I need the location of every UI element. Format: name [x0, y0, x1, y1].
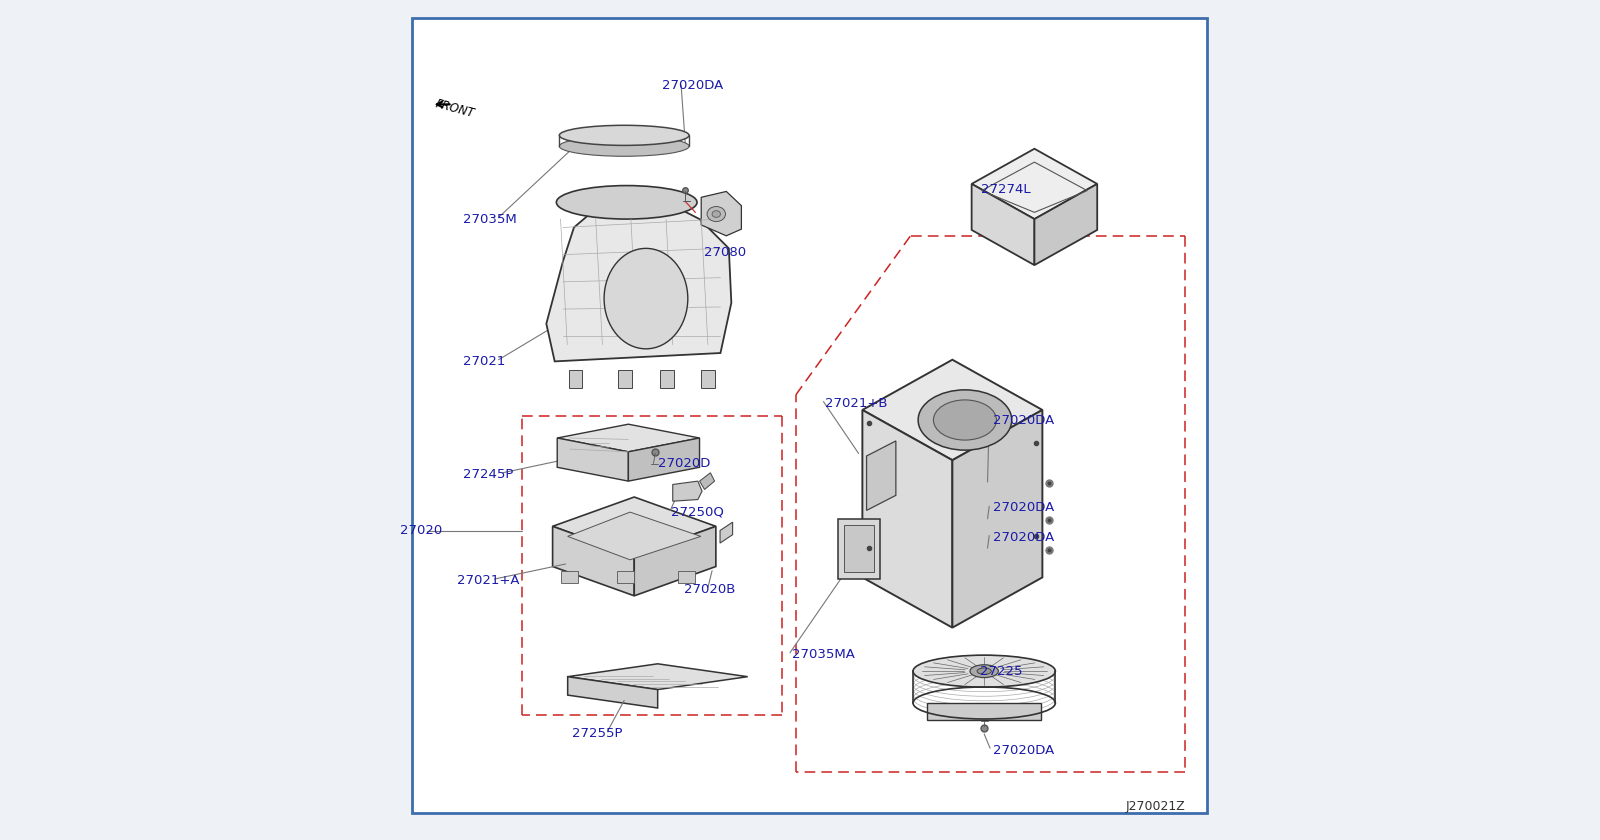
Ellipse shape: [557, 186, 698, 219]
Text: 27021: 27021: [464, 354, 506, 368]
Polygon shape: [971, 184, 1035, 265]
Polygon shape: [568, 677, 658, 708]
Polygon shape: [568, 512, 701, 559]
Text: FRONT: FRONT: [434, 97, 477, 120]
Polygon shape: [862, 410, 952, 627]
Text: 27020DA: 27020DA: [992, 531, 1054, 543]
FancyBboxPatch shape: [411, 18, 1206, 813]
Polygon shape: [629, 438, 699, 481]
Polygon shape: [1035, 184, 1098, 265]
Text: 27020DA: 27020DA: [992, 744, 1054, 757]
Text: 27020DA: 27020DA: [992, 413, 1054, 427]
Text: 27021+B: 27021+B: [826, 396, 888, 410]
Polygon shape: [661, 370, 674, 388]
Polygon shape: [928, 703, 1042, 720]
Ellipse shape: [707, 207, 725, 222]
Polygon shape: [971, 149, 1098, 219]
Polygon shape: [701, 370, 715, 388]
Polygon shape: [952, 410, 1042, 627]
Polygon shape: [862, 360, 1042, 460]
Ellipse shape: [970, 664, 998, 678]
Text: 27035MA: 27035MA: [792, 648, 854, 661]
Text: 27020: 27020: [400, 524, 442, 537]
Ellipse shape: [560, 136, 690, 156]
Polygon shape: [672, 481, 702, 501]
Polygon shape: [618, 570, 634, 583]
Polygon shape: [552, 527, 634, 596]
Ellipse shape: [978, 668, 992, 675]
Text: 27021+A: 27021+A: [456, 575, 520, 587]
Polygon shape: [634, 527, 715, 596]
Text: 27245P: 27245P: [464, 468, 514, 481]
Polygon shape: [720, 522, 733, 543]
Polygon shape: [568, 664, 747, 690]
Text: 27250Q: 27250Q: [670, 506, 723, 518]
Text: 27020B: 27020B: [685, 583, 736, 596]
Polygon shape: [557, 424, 699, 452]
Text: J270021Z: J270021Z: [1125, 801, 1186, 813]
Ellipse shape: [712, 211, 720, 218]
Ellipse shape: [560, 125, 690, 145]
Text: 27035M: 27035M: [464, 213, 517, 226]
Polygon shape: [678, 570, 694, 583]
Text: 27020DA: 27020DA: [662, 79, 723, 92]
Polygon shape: [552, 497, 715, 555]
Polygon shape: [867, 441, 896, 511]
Ellipse shape: [918, 390, 1011, 450]
Ellipse shape: [914, 655, 1056, 687]
Polygon shape: [562, 570, 578, 583]
Ellipse shape: [933, 400, 997, 440]
Polygon shape: [701, 192, 741, 236]
Polygon shape: [546, 192, 731, 361]
Ellipse shape: [605, 249, 688, 349]
Text: 27020D: 27020D: [658, 457, 710, 470]
Text: 27274L: 27274L: [981, 183, 1030, 197]
Text: 27080: 27080: [704, 246, 746, 259]
Text: 27020DA: 27020DA: [992, 501, 1054, 514]
Polygon shape: [699, 473, 715, 490]
Polygon shape: [618, 370, 632, 388]
Text: 27255P: 27255P: [573, 727, 622, 740]
Polygon shape: [843, 526, 874, 572]
Polygon shape: [570, 370, 582, 388]
Text: 27225: 27225: [981, 664, 1022, 678]
Polygon shape: [557, 438, 629, 481]
Polygon shape: [838, 519, 880, 579]
